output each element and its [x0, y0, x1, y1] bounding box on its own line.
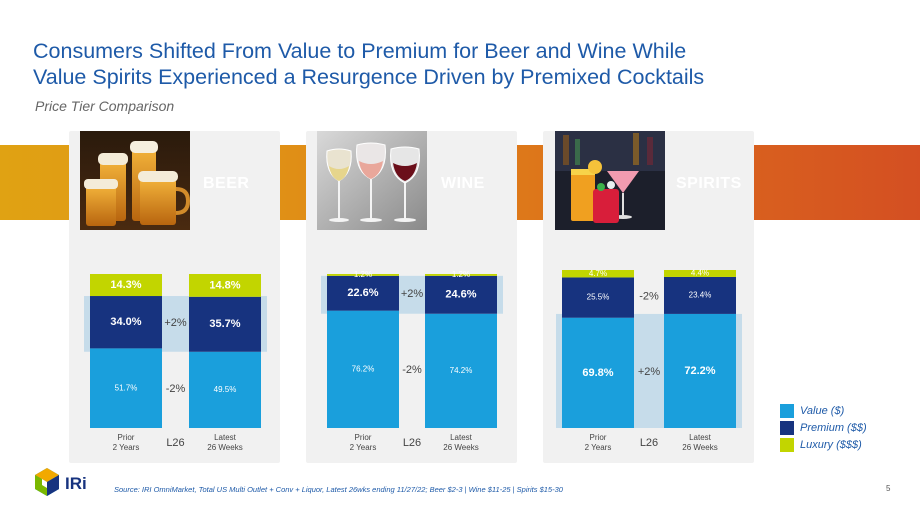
data-label-spirits-value-latest: 72.2% — [684, 365, 715, 377]
data-label-beer-value-prior: 51.7% — [115, 383, 138, 392]
legend-swatch-luxury — [780, 437, 794, 452]
tick-label-spirits-latest-line1: Latest — [689, 433, 712, 442]
wine-glasses-photo — [317, 131, 427, 230]
beer-mugs-photo — [80, 131, 190, 230]
tick-label-beer-prior-line2: 2 Years — [113, 443, 140, 452]
slide-title: Consumers Shifted From Value to Premium … — [33, 38, 893, 90]
data-label-beer-value-latest: 49.5% — [214, 385, 237, 394]
tick-label-spirits-prior-line2: 2 Years — [585, 443, 612, 452]
legend-item-value: Value ($) — [780, 402, 867, 419]
change-label-beer-premium: +2% — [164, 317, 187, 329]
bar-spirits-value-prior — [562, 317, 634, 428]
change-label-beer-value: -2% — [166, 383, 186, 395]
period-label-wine: L26 — [403, 437, 421, 449]
category-title-wine: WINE — [441, 175, 485, 192]
slide-subtitle: Price Tier Comparison — [35, 98, 175, 114]
tick-label-beer-latest-line2: 26 Weeks — [207, 443, 242, 452]
tick-label-wine-prior-line2: 2 Years — [350, 443, 377, 452]
data-label-spirits-value-prior: 69.8% — [582, 367, 613, 379]
title-line-2: Value Spirits Experienced a Resurgence D… — [33, 65, 705, 89]
bar-spirits-luxury-latest — [664, 270, 736, 277]
legend: Value ($) Premium ($$) Luxury ($$$) — [780, 402, 867, 453]
period-label-spirits: L26 — [640, 437, 658, 449]
bar-wine-value-prior — [327, 310, 399, 428]
change-label-wine-premium: +2% — [401, 288, 424, 300]
bar-wine-luxury-prior — [327, 274, 399, 276]
bar-beer-premium-prior — [90, 296, 162, 349]
change-label-spirits-value: +2% — [638, 366, 661, 378]
bar-spirits-luxury-prior — [562, 270, 634, 278]
bar-spirits-value-latest — [664, 313, 736, 428]
legend-label-premium: Premium ($$) — [800, 421, 867, 434]
legend-item-premium: Premium ($$) — [780, 419, 867, 436]
tick-label-beer-prior-line1: Prior — [118, 433, 135, 442]
tick-label-wine-latest-line1: Latest — [450, 433, 473, 442]
data-label-spirits-luxury-latest: 4.4% — [691, 269, 709, 278]
data-label-wine-luxury-latest: 1.2% — [452, 270, 470, 279]
source-note: Source: IRI OmniMarket, Total US Multi O… — [114, 485, 563, 494]
cocktails-photo — [555, 131, 665, 230]
data-label-beer-premium-prior: 34.0% — [110, 316, 141, 328]
category-title-beer: BEER — [203, 175, 250, 192]
category-title-spirits: SPIRITS — [676, 175, 742, 192]
data-label-wine-value-latest: 74.2% — [450, 366, 473, 375]
tick-label-spirits-latest-line2: 26 Weeks — [682, 443, 717, 452]
bar-spirits-premium-prior — [562, 277, 634, 318]
tick-label-spirits-prior-line1: Prior — [590, 433, 607, 442]
change-label-spirits-premium: -2% — [639, 290, 659, 302]
legend-label-value: Value ($) — [800, 404, 845, 417]
data-label-spirits-luxury-prior: 4.7% — [589, 269, 607, 278]
legend-swatch-premium — [780, 420, 794, 435]
legend-label-luxury: Luxury ($$$) — [800, 438, 862, 451]
bar-wine-premium-latest — [425, 275, 497, 314]
data-label-wine-premium-latest: 24.6% — [445, 289, 476, 301]
bar-beer-value-latest — [189, 351, 261, 428]
tick-label-wine-prior-line1: Prior — [355, 433, 372, 442]
bar-wine-value-latest — [425, 313, 497, 428]
data-label-wine-premium-prior: 22.6% — [347, 287, 378, 299]
period-label-beer: L26 — [166, 437, 184, 449]
legend-swatch-value — [780, 403, 794, 418]
tick-label-beer-latest-line1: Latest — [214, 433, 237, 442]
logo-text: IRi — [65, 474, 87, 493]
data-label-beer-premium-latest: 35.7% — [209, 318, 240, 330]
data-label-wine-luxury-prior: 1.2% — [354, 270, 372, 279]
legend-item-luxury: Luxury ($$$) — [780, 436, 867, 453]
tick-label-wine-latest-line2: 26 Weeks — [443, 443, 478, 452]
bar-wine-luxury-latest — [425, 274, 497, 276]
bar-wine-premium-prior — [327, 275, 399, 311]
bar-beer-value-prior — [90, 348, 162, 428]
data-label-beer-luxury-prior: 14.3% — [110, 279, 141, 291]
page-number: 5 — [886, 484, 891, 493]
bar-spirits-premium-latest — [664, 276, 736, 314]
bar-beer-luxury-prior — [90, 274, 162, 297]
bar-beer-luxury-latest — [189, 274, 261, 297]
bar-beer-premium-latest — [189, 296, 261, 352]
title-line-1: Consumers Shifted From Value to Premium … — [33, 39, 687, 63]
data-label-beer-luxury-latest: 14.8% — [209, 279, 240, 291]
data-label-spirits-premium-latest: 23.4% — [689, 291, 712, 300]
iri-logo: IRi — [33, 467, 103, 501]
change-label-wine-value: -2% — [402, 364, 422, 376]
data-label-wine-value-prior: 76.2% — [352, 364, 375, 373]
data-label-spirits-premium-prior: 25.5% — [587, 293, 610, 302]
